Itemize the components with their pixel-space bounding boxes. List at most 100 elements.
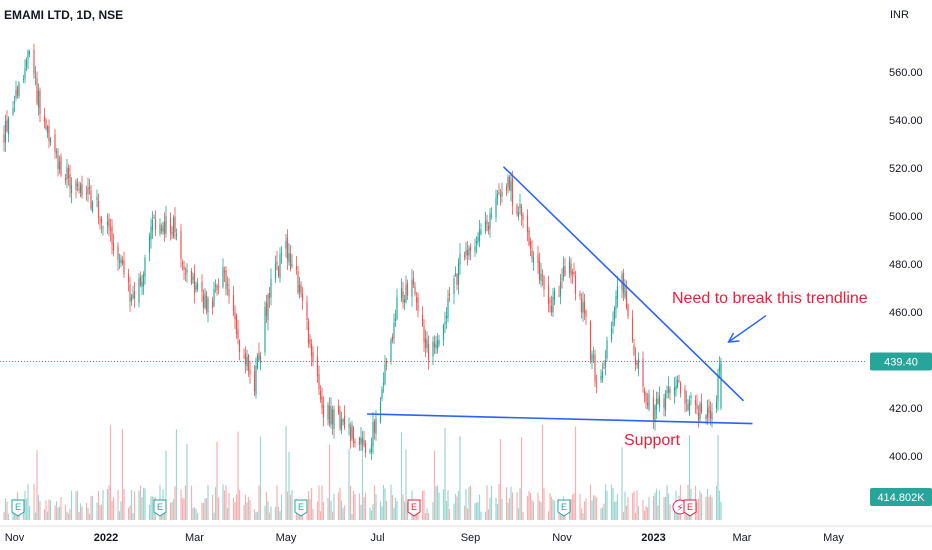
earnings-marker[interactable]: E [557,499,571,517]
candle-body [468,248,470,256]
price-axis[interactable]: 560.00540.00520.00500.00480.00460.00440.… [889,67,923,463]
earnings-marker[interactable]: E [407,499,421,517]
candle-body [120,258,122,263]
candle-body [172,217,175,237]
volume-bar [447,490,449,520]
candle-body [381,388,383,399]
volume-bar [369,507,371,520]
candle-body [285,241,287,249]
candle-body [300,284,302,294]
volume-bar [456,496,458,520]
candle-body [390,339,392,362]
x-tick-label: May [823,532,844,544]
candle-body [123,260,125,275]
volume-bar [46,511,49,520]
volume-bar [151,496,154,520]
volume-bar [505,487,508,520]
volume-bar [669,504,671,520]
volume-bar [37,494,40,520]
candle-body [547,285,550,305]
volume-bar [511,492,514,520]
trendline-resistance[interactable] [502,166,745,402]
candle-body [679,383,682,394]
candle-body [393,322,395,338]
volume-bar [54,505,56,520]
candle-body [181,262,184,264]
volume-bar [144,488,146,520]
candle-body [517,212,520,217]
candle-body [184,273,187,275]
candle-body [276,261,278,264]
volume-bar [468,487,470,520]
trendline-support[interactable] [366,413,753,425]
annotation-break-trendline: Need to break this trendline [672,290,868,307]
candle-body [246,357,248,367]
volume-bar [645,506,647,520]
candle-body [532,257,535,263]
candle-body [444,321,446,325]
earnings-marker-label: E [298,502,304,512]
earnings-marker[interactable]: E [153,499,167,517]
volume-bar [627,497,629,520]
candle-body [7,118,10,135]
volume-bar [394,497,397,520]
candle-body [175,234,178,237]
volume-bar [343,505,346,520]
volume-bar [547,511,550,520]
candle-body [153,217,155,219]
candle-body [154,219,157,230]
volume-bar [507,502,509,520]
volume-bar [604,484,607,520]
volume-bar [337,492,340,520]
volume-bar [381,506,383,520]
trendlines[interactable] [366,166,767,425]
candle-body [213,288,215,306]
candle-body [636,362,638,366]
event-markers[interactable]: E E E E E ⚡ E [11,499,697,517]
earnings-marker[interactable]: E [683,499,697,517]
candle-body [66,167,68,179]
candle-body [222,267,224,287]
volume-bar [585,498,587,520]
volume-bar [528,490,530,520]
volume-bar [237,431,239,520]
candle-body [421,314,424,326]
candle-body [447,298,449,319]
candle-body [171,232,173,235]
volume-bar [360,504,362,520]
volume-bar [342,508,344,520]
candle-body [700,403,703,413]
volume-bar [211,494,214,520]
volume-bar [673,509,676,520]
candle-body [490,215,493,217]
volume-bar [352,490,355,520]
candle-body [139,276,142,285]
volume-bar [90,495,92,520]
candle-body [85,193,88,195]
candle-body [645,393,647,402]
volume-bar [274,506,277,520]
earnings-marker[interactable]: E [294,499,308,517]
candle-body [463,254,466,258]
volume-bar [258,485,260,520]
volume-bar [664,496,667,520]
earnings-marker[interactable]: E [11,499,25,517]
candle-body [330,406,332,425]
candle-body [558,295,560,297]
volume-bar [571,494,574,520]
volume-bar [3,512,5,520]
volume-bar [234,502,236,520]
candle-body [343,415,346,428]
x-tick-label: 2023 [641,532,665,544]
volume-bar [501,498,503,520]
volume-bar [132,513,134,520]
volume-bar [643,510,646,520]
volume-bar [489,497,491,520]
last-price-value: 439.40 [884,356,918,368]
time-axis[interactable]: Nov 2022 Mar May Jul Sep Nov 2023 Mar May [5,532,845,544]
candle-body [163,221,166,235]
volume-bar [363,497,365,520]
candle-body [591,354,593,362]
volume-bar [423,490,425,520]
